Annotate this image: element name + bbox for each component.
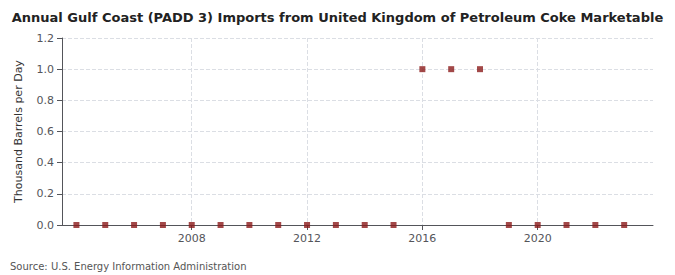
svg-text:2012: 2012 bbox=[293, 232, 321, 245]
svg-text:0.8: 0.8 bbox=[37, 94, 55, 107]
svg-text:1.0: 1.0 bbox=[37, 63, 55, 76]
svg-text:1.2: 1.2 bbox=[37, 32, 55, 45]
svg-text:2016: 2016 bbox=[408, 232, 436, 245]
svg-text:0.4: 0.4 bbox=[37, 156, 55, 169]
svg-text:0.2: 0.2 bbox=[37, 187, 55, 200]
svg-text:Thousand Barrels per Day: Thousand Barrels per Day bbox=[12, 60, 25, 204]
svg-text:2008: 2008 bbox=[178, 232, 206, 245]
svg-text:Annual Gulf Coast (PADD 3) Imp: Annual Gulf Coast (PADD 3) Imports from … bbox=[12, 10, 664, 25]
svg-text:Source: U.S. Energy Informatio: Source: U.S. Energy Information Administ… bbox=[10, 261, 247, 272]
svg-text:0.6: 0.6 bbox=[37, 125, 55, 138]
svg-text:0.0: 0.0 bbox=[37, 219, 55, 232]
svg-text:2020: 2020 bbox=[524, 232, 552, 245]
